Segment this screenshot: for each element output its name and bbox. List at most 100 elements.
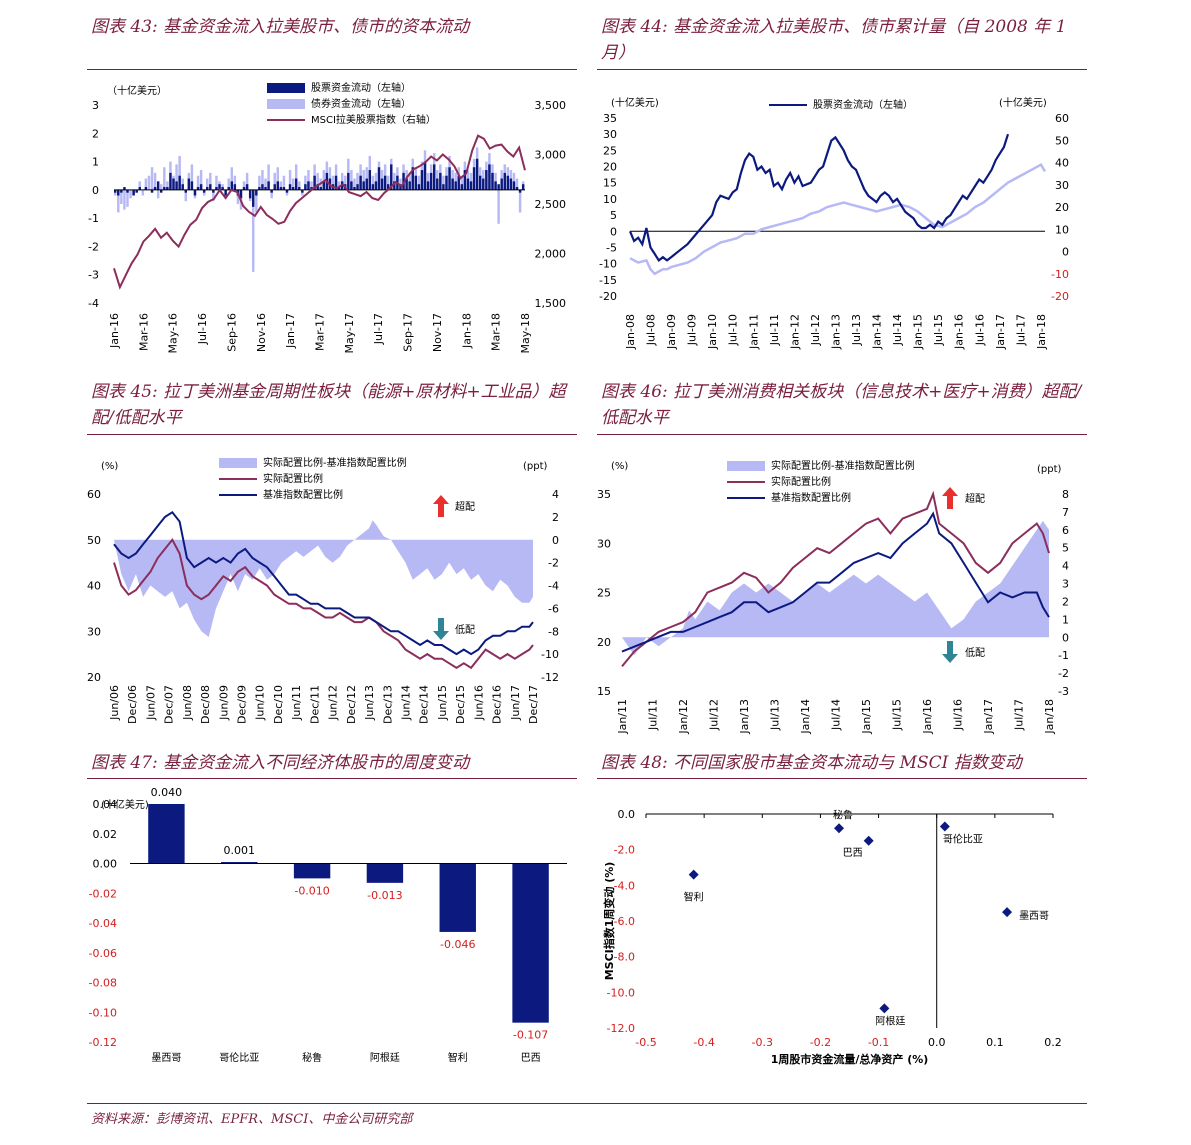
bond-flow-bar (460, 175, 464, 190)
msci-index-line (113, 134, 526, 290)
country-flow-bar (148, 804, 185, 864)
equity-flow-bar (255, 189, 258, 196)
equity-flow-bar (178, 175, 181, 190)
equity-flow-bar (362, 181, 365, 190)
x-tick-label: Jul-10 (727, 314, 740, 346)
x-tick-label: Dec/09 (236, 685, 249, 724)
equity-flow-bar (494, 181, 497, 190)
y-tick-label: -0.08 (89, 977, 117, 990)
left-axis-unit: (十亿美元) (611, 96, 659, 109)
x-tick-label: Jun/10 (254, 685, 267, 721)
bond-flow-bar (212, 189, 215, 202)
x-axis-title: 1周股市资金流量/总净资产 (%) (771, 1052, 929, 1066)
equity-flow-bar (276, 181, 280, 190)
equity-flow-bar (156, 181, 160, 190)
equity-flow-bar (488, 164, 491, 190)
x-tick-label: May-17 (343, 313, 356, 354)
category-label: 哥伦比亚 (219, 1051, 259, 1064)
equity-cumulative-line (628, 133, 1010, 263)
equity-flow-bar (417, 184, 421, 190)
x-tick-label: Jan/11 (616, 699, 629, 735)
equity-flow-bar (365, 178, 368, 190)
bar-value-label: 0.001 (224, 844, 256, 857)
benchmark-allocation-line (621, 511, 1050, 653)
underweight-arrow-icon (433, 618, 449, 640)
x-tick-label: Jul/12 (708, 699, 721, 731)
over-under-area (114, 520, 533, 637)
chart-46-svg: (%) (ppt) 15 20 25 30 35 -3 -2 -1 0 1 2 3 4 5 6 7 8 Jan/11 J… (597, 459, 1069, 735)
y-left-tick-label: -20 (599, 290, 617, 303)
equity-flow-bar (218, 184, 221, 190)
equity-flow-bar (264, 187, 267, 190)
y-right-tick-label: -8 (548, 625, 559, 638)
bond-flow-bar (166, 181, 169, 190)
bond-flow-bar (350, 170, 353, 190)
bond-flow-bar (515, 178, 519, 190)
bond-flow-bar (199, 170, 203, 190)
country-flow-bar (293, 863, 331, 879)
left-axis-unit: (%) (611, 461, 628, 472)
chart-47-title: 图表 47: 基金资金流入不同经济体股市的周度变动 (91, 753, 470, 773)
x-tick-label: Jul/15 (891, 699, 904, 731)
y-tick-label: 0.04 (93, 798, 118, 811)
x-tick-label: Mar-18 (490, 313, 503, 351)
equity-flow-bar (337, 187, 341, 190)
y-left-tick-label: 30 (603, 128, 617, 141)
equity-flow-bar (313, 175, 316, 190)
y-right-tick-label: 3,000 (535, 149, 567, 162)
x-tick-label: Jun/07 (144, 685, 157, 721)
y-right-tick-label: 4 (1062, 560, 1069, 573)
y-tick-label: 0.00 (93, 858, 118, 871)
equity-flow-bar (390, 164, 393, 190)
actual-allocation-line (113, 537, 534, 670)
equity-flow-bar (215, 187, 218, 190)
y-right-tick-label: 50 (1055, 134, 1069, 147)
y-right-tick-label: 2,500 (535, 198, 567, 211)
equity-flow-bar (371, 184, 375, 190)
footer-rule (87, 1103, 1087, 1104)
y-right-tick-label: 1 (1062, 613, 1069, 626)
y-right-tick-label: 2 (552, 511, 559, 524)
bond-flow-bar (261, 170, 264, 190)
equity-flow-bar (202, 189, 206, 193)
equity-flow-bar (353, 187, 356, 190)
bond-flow-bar (362, 170, 365, 190)
y-tick-label: -0.06 (89, 947, 117, 960)
equity-flow-bar (448, 167, 451, 190)
y-left-tick-label: -4 (88, 297, 99, 310)
x-tick-label: Jun/11 (290, 685, 303, 721)
y-left-tick-label: -3 (88, 269, 99, 282)
equity-flow-bar (509, 178, 513, 190)
bond-flow-bar (279, 181, 283, 190)
equity-flow-bar (252, 189, 255, 207)
bond-flow-bar (242, 181, 246, 190)
bond-flow-bar (120, 189, 123, 204)
bond-flow-bar (331, 175, 335, 190)
y-left-tick-label: 30 (597, 537, 611, 550)
x-tick-label: Jul/11 (647, 699, 660, 731)
bond-flow-bar (258, 175, 261, 190)
equity-flow-bar (172, 178, 175, 190)
bond-flow-bar (123, 189, 126, 210)
y-right-tick-label: -6 (548, 602, 559, 615)
y-left-tick-label: 35 (603, 112, 617, 125)
y-right-tick-label: -12 (541, 671, 559, 684)
equity-flow-bar (436, 178, 439, 190)
equity-flow-bar (506, 175, 510, 190)
y-left-tick-label: 15 (603, 177, 617, 190)
equity-flow-bar (383, 175, 387, 190)
x-tick-label: Jul-12 (809, 314, 822, 346)
equity-flow-bar (270, 189, 273, 193)
equity-flow-bar (429, 172, 433, 190)
x-tick-label: Jan-18 (1035, 314, 1048, 350)
y-left-tick-label: 10 (603, 193, 617, 206)
equity-flow-bar (445, 175, 448, 190)
y-right-tick-label: -2 (548, 557, 559, 570)
bond-flow-bar (288, 170, 292, 190)
equity-flow-bar (239, 189, 243, 199)
x-tick-label: Jan-12 (788, 314, 801, 350)
right-axis-unit: (十亿美元) (999, 96, 1047, 109)
y-right-tick-label: 30 (1055, 179, 1069, 192)
bar-value-label: -0.046 (440, 938, 475, 951)
y-tick-label: -2.0 (614, 844, 635, 857)
